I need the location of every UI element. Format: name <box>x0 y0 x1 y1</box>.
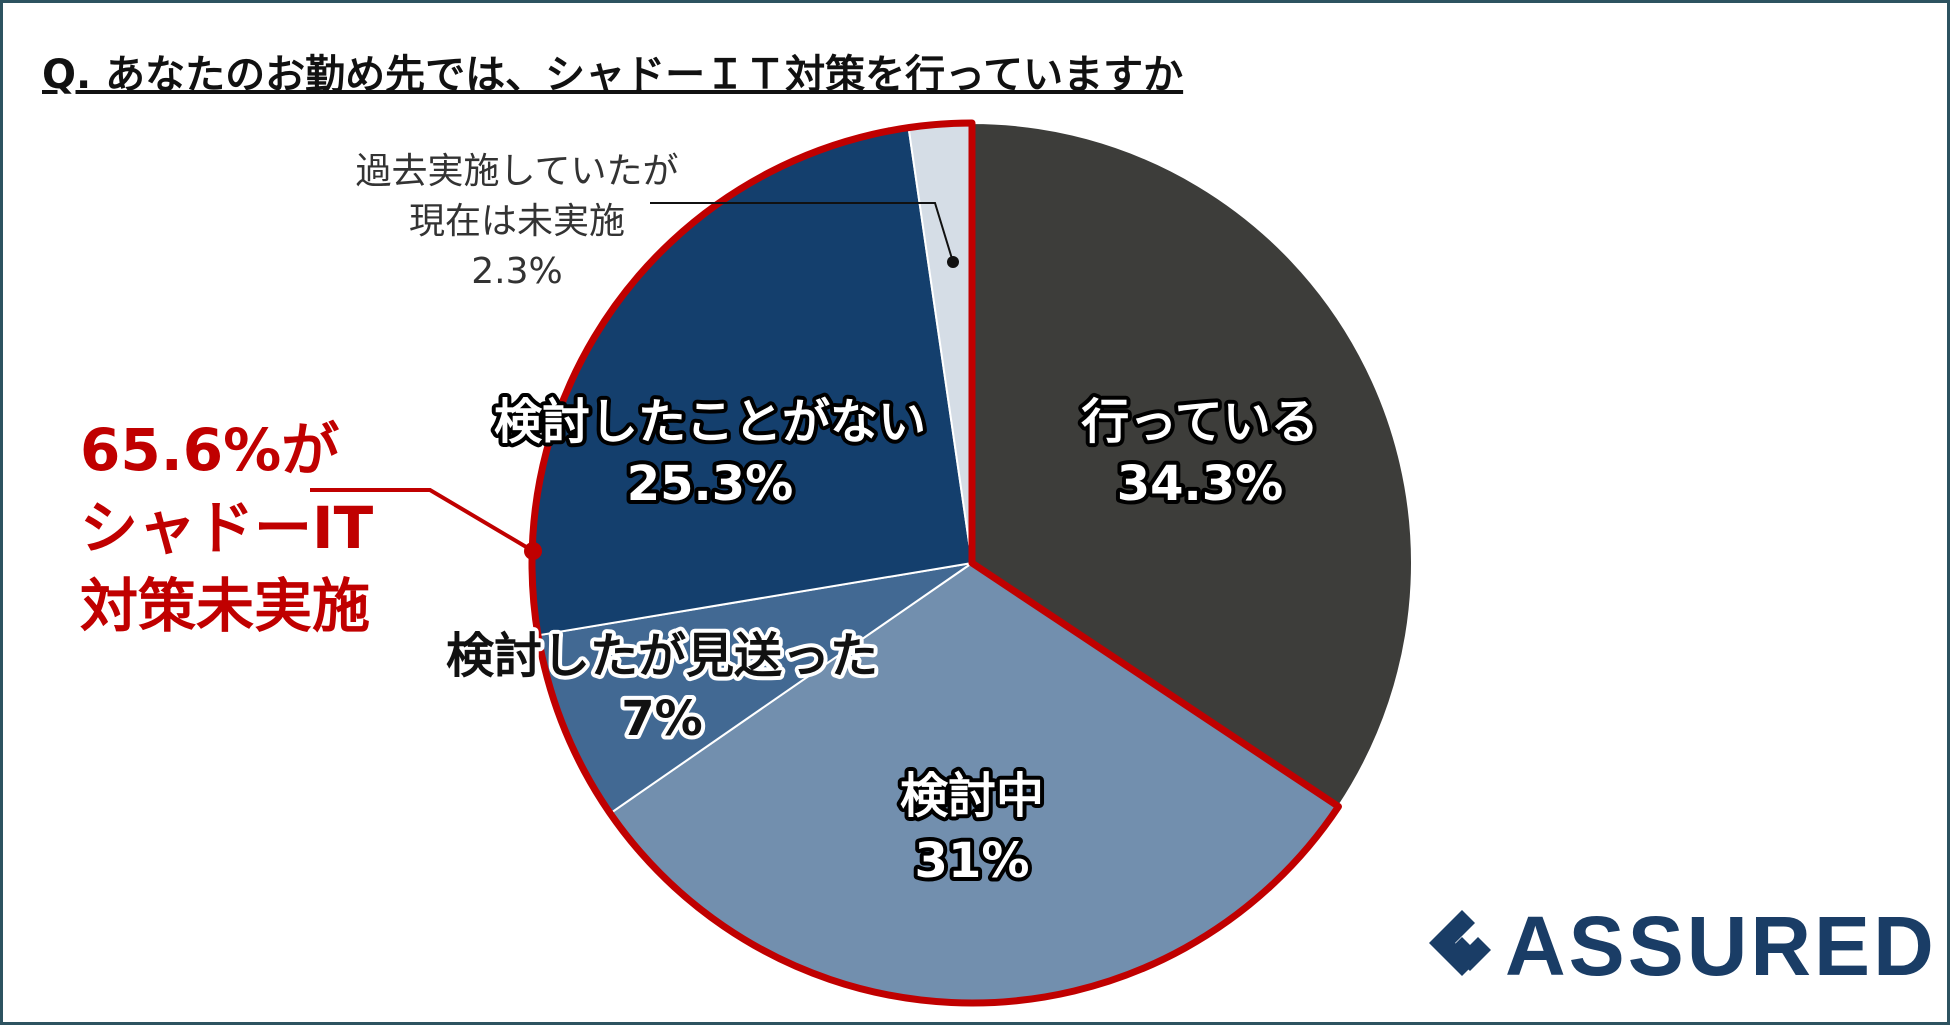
highlight-leader-line <box>310 488 535 553</box>
slice-label-past-line1: 過去実施していたが <box>356 151 679 192</box>
highlight-leader-dot <box>524 542 542 560</box>
highlight-line3: 対策未実施 <box>80 572 370 640</box>
slice-value-never: 25.3% <box>627 456 794 512</box>
slice-value-considering: 31% <box>915 833 1030 889</box>
slice-label-never: 検討したことがない <box>494 394 926 450</box>
slice-label-doing: 行っている <box>1081 394 1319 450</box>
slice-label-postponed: 検討したが見送った <box>446 628 878 684</box>
past-leader-line <box>650 202 954 263</box>
past-leader-dot <box>947 256 959 268</box>
highlight-line1: 65.6%が <box>80 416 339 484</box>
slice-label-past-line2: 現在は未実施 <box>409 201 625 242</box>
highlight-line2: シャドーIT <box>80 494 374 562</box>
slice-value-postponed: 7% <box>621 691 703 747</box>
slice-value-doing: 34.3% <box>1117 456 1284 512</box>
assured-logo: ASSURED <box>1429 899 1937 993</box>
unimplemented-outline <box>528 119 1342 1007</box>
slice-label-considering: 検討中 <box>900 768 1044 824</box>
slice-value-past: 2.3% <box>471 251 562 292</box>
assured-logo-mark <box>1429 910 1491 976</box>
chart-title: Q. あなたのお勤め先では、シャドーＩＴ対策を行っていますか <box>42 52 1183 98</box>
assured-logo-text: ASSURED <box>1505 899 1937 993</box>
